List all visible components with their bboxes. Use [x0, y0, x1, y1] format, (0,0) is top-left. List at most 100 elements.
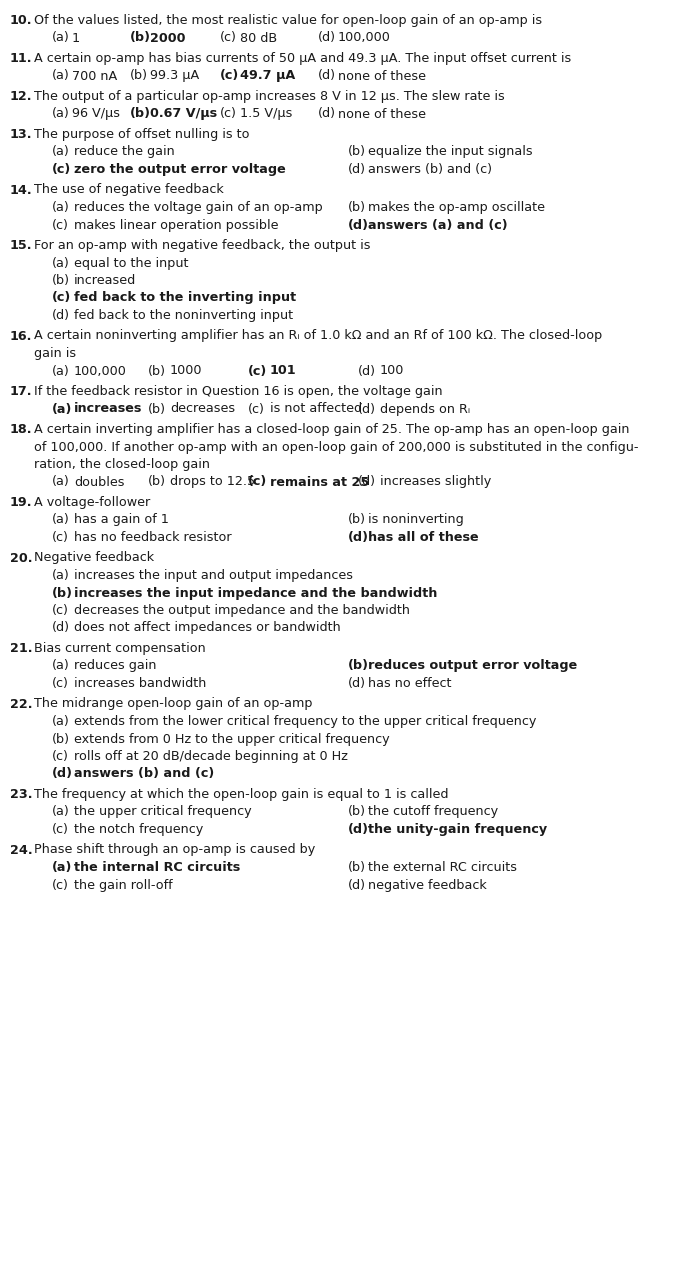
- Text: 100,000: 100,000: [338, 32, 391, 45]
- Text: negative feedback: negative feedback: [368, 878, 486, 891]
- Text: (a): (a): [52, 256, 70, 270]
- Text: 23.: 23.: [10, 788, 33, 801]
- Text: (c): (c): [220, 69, 239, 82]
- Text: (d): (d): [318, 108, 336, 120]
- Text: 0.67 V/μs: 0.67 V/μs: [150, 108, 217, 120]
- Text: equal to the input: equal to the input: [74, 256, 188, 270]
- Text: the notch frequency: the notch frequency: [74, 823, 203, 836]
- Text: reduces gain: reduces gain: [74, 659, 156, 672]
- Text: (c): (c): [52, 677, 69, 690]
- Text: (a): (a): [52, 402, 72, 416]
- Text: reduces the voltage gain of an op-amp: reduces the voltage gain of an op-amp: [74, 201, 322, 214]
- Text: 24.: 24.: [10, 844, 33, 856]
- Text: ration, the closed-loop gain: ration, the closed-loop gain: [34, 458, 210, 471]
- Text: (b): (b): [148, 402, 166, 416]
- Text: (d): (d): [348, 677, 366, 690]
- Text: (d): (d): [52, 308, 70, 323]
- Text: fed back to the noninverting input: fed back to the noninverting input: [74, 308, 293, 323]
- Text: the internal RC circuits: the internal RC circuits: [74, 861, 240, 874]
- Text: (c): (c): [248, 475, 268, 489]
- Text: For an op-amp with negative feedback, the output is: For an op-amp with negative feedback, th…: [34, 239, 370, 252]
- Text: (c): (c): [248, 365, 268, 378]
- Text: (c): (c): [52, 219, 69, 232]
- Text: (b): (b): [348, 513, 366, 526]
- Text: has a gain of 1: has a gain of 1: [74, 513, 169, 526]
- Text: has no feedback resistor: has no feedback resistor: [74, 531, 231, 544]
- Text: makes the op-amp oscillate: makes the op-amp oscillate: [368, 201, 545, 214]
- Text: extends from 0 Hz to the upper critical frequency: extends from 0 Hz to the upper critical …: [74, 732, 390, 745]
- Text: A voltage-follower: A voltage-follower: [34, 495, 150, 509]
- Text: 18.: 18.: [10, 422, 33, 436]
- Text: (b): (b): [348, 861, 366, 874]
- Text: has no effect: has no effect: [368, 677, 452, 690]
- Text: A certain inverting amplifier has a closed-loop gain of 25. The op-amp has an op: A certain inverting amplifier has a clos…: [34, 422, 630, 436]
- Text: gain is: gain is: [34, 347, 76, 360]
- Text: (b): (b): [130, 32, 151, 45]
- Text: the external RC circuits: the external RC circuits: [368, 861, 517, 874]
- Text: increases: increases: [74, 402, 142, 416]
- Text: makes linear operation possible: makes linear operation possible: [74, 219, 279, 232]
- Text: (c): (c): [248, 402, 265, 416]
- Text: (a): (a): [52, 659, 70, 672]
- Text: (c): (c): [52, 750, 69, 763]
- Text: 22.: 22.: [10, 698, 33, 710]
- Text: Negative feedback: Negative feedback: [34, 552, 154, 564]
- Text: (c): (c): [220, 32, 237, 45]
- Text: (a): (a): [52, 805, 70, 818]
- Text: rolls off at 20 dB/decade beginning at 0 Hz: rolls off at 20 dB/decade beginning at 0…: [74, 750, 348, 763]
- Text: If the feedback resistor in Question 16 is open, the voltage gain: If the feedback resistor in Question 16 …: [34, 385, 443, 398]
- Text: Bias current compensation: Bias current compensation: [34, 643, 206, 655]
- Text: the gain roll-off: the gain roll-off: [74, 878, 172, 891]
- Text: (a): (a): [52, 108, 70, 120]
- Text: 49.7 μA: 49.7 μA: [240, 69, 295, 82]
- Text: is noninverting: is noninverting: [368, 513, 464, 526]
- Text: (a): (a): [52, 32, 70, 45]
- Text: drops to 12.5: drops to 12.5: [170, 475, 255, 489]
- Text: (d): (d): [52, 622, 70, 635]
- Text: 700 nA: 700 nA: [72, 69, 117, 82]
- Text: (d): (d): [348, 163, 366, 175]
- Text: reduce the gain: reduce the gain: [74, 146, 174, 159]
- Text: the upper critical frequency: the upper critical frequency: [74, 805, 252, 818]
- Text: The midrange open-loop gain of an op-amp: The midrange open-loop gain of an op-amp: [34, 698, 313, 710]
- Text: (b): (b): [52, 732, 70, 745]
- Text: A certain noninverting amplifier has an Rᵢ of 1.0 kΩ and an Rf of 100 kΩ. The cl: A certain noninverting amplifier has an …: [34, 329, 603, 343]
- Text: (b): (b): [148, 365, 166, 378]
- Text: answers (b) and (c): answers (b) and (c): [368, 163, 492, 175]
- Text: increases the input impedance and the bandwidth: increases the input impedance and the ba…: [74, 586, 437, 599]
- Text: (d): (d): [318, 32, 336, 45]
- Text: (c): (c): [52, 292, 72, 305]
- Text: (c): (c): [52, 878, 69, 891]
- Text: (d): (d): [348, 219, 369, 232]
- Text: The frequency at which the open-loop gain is equal to 1 is called: The frequency at which the open-loop gai…: [34, 788, 448, 801]
- Text: 100,000: 100,000: [74, 365, 127, 378]
- Text: 11.: 11.: [10, 52, 33, 65]
- Text: (b): (b): [130, 69, 148, 82]
- Text: the unity-gain frequency: the unity-gain frequency: [368, 823, 547, 836]
- Text: (c): (c): [52, 163, 72, 175]
- Text: (a): (a): [52, 716, 70, 728]
- Text: Phase shift through an op-amp is caused by: Phase shift through an op-amp is caused …: [34, 844, 316, 856]
- Text: (a): (a): [52, 365, 70, 378]
- Text: answers (a) and (c): answers (a) and (c): [368, 219, 507, 232]
- Text: (d): (d): [358, 402, 376, 416]
- Text: 15.: 15.: [10, 239, 33, 252]
- Text: 1.5 V/μs: 1.5 V/μs: [240, 108, 293, 120]
- Text: equalize the input signals: equalize the input signals: [368, 146, 532, 159]
- Text: answers (b) and (c): answers (b) and (c): [74, 768, 214, 781]
- Text: (a): (a): [52, 69, 70, 82]
- Text: the cutoff frequency: the cutoff frequency: [368, 805, 498, 818]
- Text: depends on Rᵢ: depends on Rᵢ: [380, 402, 470, 416]
- Text: The use of negative feedback: The use of negative feedback: [34, 183, 224, 197]
- Text: 1000: 1000: [170, 365, 202, 378]
- Text: remains at 25: remains at 25: [270, 475, 369, 489]
- Text: (d): (d): [52, 768, 73, 781]
- Text: (d): (d): [348, 878, 366, 891]
- Text: 80 dB: 80 dB: [240, 32, 277, 45]
- Text: 12.: 12.: [10, 90, 33, 102]
- Text: none of these: none of these: [338, 108, 426, 120]
- Text: doubles: doubles: [74, 475, 124, 489]
- Text: zero the output error voltage: zero the output error voltage: [74, 163, 286, 175]
- Text: (d): (d): [348, 823, 369, 836]
- Text: The output of a particular op-amp increases 8 V in 12 μs. The slew rate is: The output of a particular op-amp increa…: [34, 90, 505, 102]
